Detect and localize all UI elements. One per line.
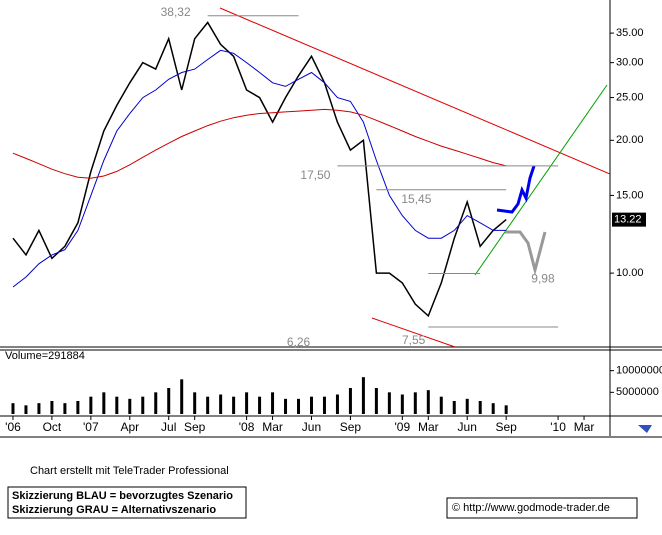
x-tick-label: '08	[239, 420, 255, 434]
volume-bar	[76, 401, 80, 414]
volume-bar	[374, 388, 378, 414]
credit: Chart erstellt mit TeleTrader Profession…	[30, 465, 229, 477]
volume-bar	[309, 396, 313, 414]
volume-bar	[11, 403, 15, 414]
volume-bar	[180, 379, 184, 414]
trend-line	[219, 7, 610, 175]
y-tick-label: 5000000	[616, 386, 659, 398]
y-tick-label: 15.00	[616, 189, 644, 201]
y-tick-label: 35.00	[616, 27, 644, 39]
last-value: 13.22	[614, 214, 642, 226]
volume-bar	[89, 396, 93, 414]
x-tick-label: Mar	[574, 420, 595, 434]
x-tick-label: '07	[83, 420, 99, 434]
x-tick-label: Sep	[495, 420, 517, 434]
volume-bar	[491, 403, 495, 414]
volume-bar	[128, 398, 132, 414]
x-tick-label: '09	[395, 420, 411, 434]
trend-line	[371, 317, 456, 347]
price-line	[12, 21, 507, 318]
volume-bar	[504, 405, 508, 414]
x-tick-label: Oct	[43, 420, 62, 434]
x-tick-label: Jul	[161, 420, 176, 434]
volume-bar	[24, 405, 28, 414]
copyright-box	[446, 497, 638, 519]
volume-bar	[297, 398, 301, 414]
volume-bar	[439, 396, 443, 414]
x-tick-label: Jun	[302, 420, 321, 434]
volume-bar	[322, 396, 326, 414]
x-tick-label: Sep	[340, 420, 362, 434]
icon[interactable]	[638, 425, 652, 433]
level-label: 7,55	[402, 333, 426, 347]
x-tick-label: Mar	[418, 420, 439, 434]
volume-bar	[258, 396, 262, 414]
x-tick-label: Sep	[184, 420, 206, 434]
level-label: 17,50	[300, 168, 330, 182]
volume-bar	[219, 394, 223, 414]
volume-bar	[206, 396, 210, 414]
volume-bar	[141, 396, 145, 414]
volume-bar	[271, 392, 275, 414]
volume-bar	[284, 398, 288, 414]
volume-bar	[400, 394, 404, 414]
legend-text: Skizzierung GRAU = Alternativszenario	[12, 504, 216, 516]
copyright: © http://www.godmode-trader.de	[452, 502, 610, 514]
volume-bar	[167, 388, 171, 414]
price-panel	[12, 7, 610, 347]
x-tick-label: Mar	[262, 420, 283, 434]
volume-bar	[426, 390, 430, 414]
volume-bar	[50, 401, 54, 414]
level-label: 6,26	[287, 335, 311, 349]
volume-bar	[63, 403, 67, 414]
volume-bar	[245, 392, 249, 414]
volume-bar	[465, 398, 469, 414]
volume-bar	[154, 392, 158, 414]
volume-bar	[478, 401, 482, 414]
y-tick-label: 30.00	[616, 57, 644, 69]
x-tick-label: '10	[550, 420, 566, 434]
volume-bar	[115, 396, 119, 414]
volume-bar	[387, 392, 391, 414]
volume-title: Volume=291884	[5, 350, 85, 362]
volume-bar	[232, 396, 236, 414]
scenario-blue	[496, 165, 536, 214]
y-tick-label: 10.00	[616, 267, 644, 279]
volume-bar	[37, 403, 41, 414]
last-value-box	[612, 212, 646, 227]
volume-bar	[413, 392, 417, 414]
volume-bar	[452, 401, 456, 414]
volume-bar	[361, 377, 365, 414]
x-tick-label: '06	[5, 420, 21, 434]
moving-average	[12, 49, 507, 288]
y-tick-label: 10000000	[616, 365, 662, 377]
y-tick-label: 25.00	[616, 91, 644, 103]
level-label: 9,98	[531, 272, 555, 286]
x-tick-label: Jun	[458, 420, 477, 434]
level-label: 15,45	[401, 192, 431, 206]
moving-average	[12, 108, 507, 179]
trend-line	[474, 84, 608, 276]
x-tick-label: Apr	[120, 420, 139, 434]
volume-bar	[193, 392, 197, 414]
y-tick-label: 20.00	[616, 134, 644, 146]
scenario-grey	[505, 230, 547, 276]
volume-bar	[102, 392, 106, 414]
volume-bar	[335, 394, 339, 414]
level-label: 38,32	[161, 5, 191, 19]
legend-box	[7, 486, 247, 519]
volume-bar	[348, 388, 352, 414]
legend-text: Skizzierung BLAU = bevorzugtes Szenario	[12, 490, 233, 502]
